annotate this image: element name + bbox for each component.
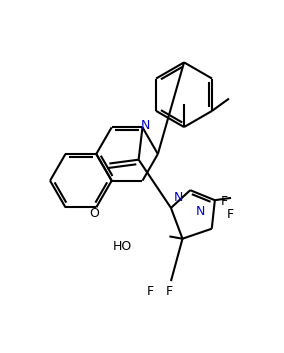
Text: N: N bbox=[141, 119, 150, 132]
Text: O: O bbox=[89, 207, 99, 220]
Text: N: N bbox=[174, 191, 183, 204]
Text: HO: HO bbox=[113, 240, 132, 253]
Text: F: F bbox=[227, 208, 234, 221]
Text: F: F bbox=[147, 285, 154, 298]
Text: N: N bbox=[195, 205, 205, 218]
Text: F: F bbox=[166, 285, 173, 298]
Text: F: F bbox=[221, 195, 228, 208]
